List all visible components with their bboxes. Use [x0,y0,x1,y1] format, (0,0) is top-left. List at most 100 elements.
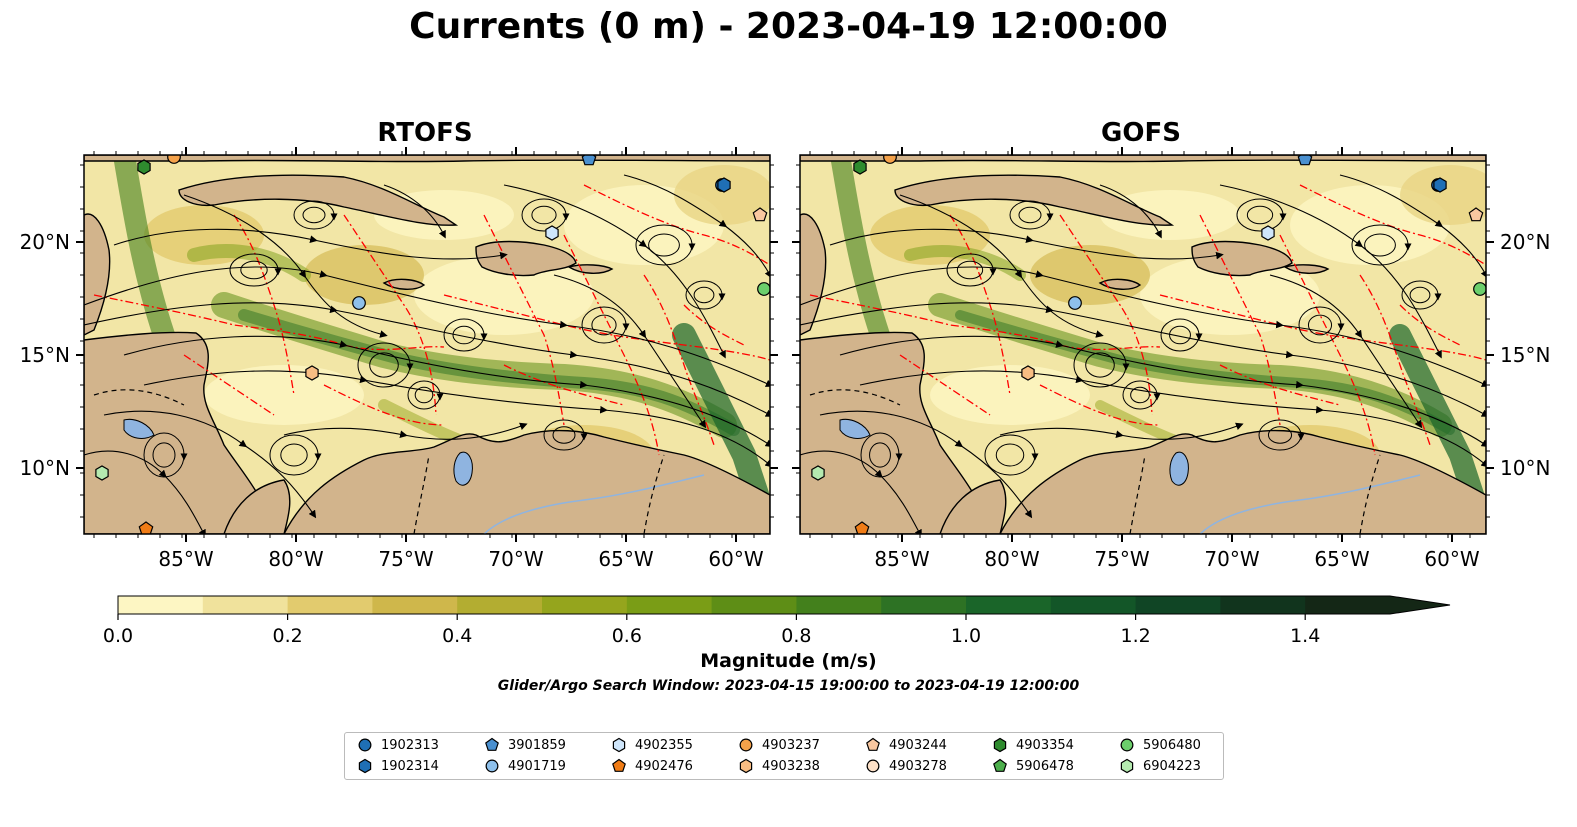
panel-title-gofs: GOFS [1101,118,1181,148]
float-marker-6904223 [811,465,825,481]
streamline [829,228,1224,260]
streamline [1219,184,1442,359]
legend-marker [993,758,1007,772]
lake [123,418,155,439]
hexagon-marker-icon [612,737,626,753]
colorbar-segment [287,596,373,614]
magnitude-patch [204,365,364,425]
panel-title-rtofs: RTOFS [377,118,473,148]
circle-marker-icon [866,759,880,773]
pentagon-marker-icon [612,758,626,772]
legend-label: 4903237 [762,737,820,753]
lake [1169,451,1189,486]
float-marker-4903244 [752,207,768,222]
colorbar-tick-label: 1.0 [951,625,981,647]
hexagon-marker-icon [739,758,753,774]
float-marker-3901859 [581,155,597,166]
lon-tick-label: 65°W [598,547,653,571]
lon-tick-label: 75°W [378,547,433,571]
streamline [899,194,1104,338]
lon-tick-label: 80°W [984,547,1039,571]
lon-tick-label: 85°W [158,547,213,571]
legend-label: 1902314 [381,758,439,774]
legend-item: 4903238 [738,757,820,775]
legend-label: 5906478 [1016,758,1074,774]
streamline [623,174,770,279]
river [1199,474,1421,534]
streamline [103,410,317,519]
magnitude-patch [674,165,770,225]
eddy-streamline [869,442,891,468]
float-marker-5906480 [1473,282,1486,296]
figure-title: Currents (0 m) - 2023-04-19 12:00:00 [409,6,1168,47]
lat-tick-label: 20°N [1500,230,1550,254]
lon-tick-label: 85°W [874,547,929,571]
circle-marker-icon [739,738,753,752]
eez-boundary [899,354,991,416]
float-marker-4903237 [167,155,181,164]
float-marker-4903354 [137,159,151,175]
circle-marker-icon [358,738,372,752]
river [483,474,705,534]
streamline [283,422,528,440]
legend-label: 3901859 [508,737,566,753]
colorbar-segment [1135,596,1221,614]
colorbar-tick-label: 1.4 [1290,625,1320,647]
legend-marker [866,737,880,751]
streamline [999,422,1244,440]
legend-marker [1120,738,1134,752]
colorbar-segment [457,596,543,614]
eddy-streamline [152,442,176,468]
legend-item: 4901719 [484,757,566,775]
lon-tick-label: 80°W [268,547,323,571]
float-legend: 1902313 1902314 3901859 4901719 4902355 49024… [344,732,1224,780]
map-frame-rtofs [83,154,771,535]
float-marker-1902314 [717,177,731,193]
legend-label: 4903278 [889,758,947,774]
land [84,155,770,163]
legend-label: 4902476 [635,758,693,774]
colorbar-tick-label: 0.0 [103,625,133,647]
lat-tick-label: 10°N [20,456,70,480]
magnitude-patch [1030,245,1150,305]
eddy-streamline [531,205,557,225]
pentagon-marker-icon [485,737,499,751]
colorbar-segment [118,596,204,614]
lon-tick-label: 60°W [1424,547,1479,571]
legend-label: 4903354 [1016,737,1074,753]
pentagon-marker-icon [993,758,1007,772]
hexagon-marker-icon [1120,758,1134,774]
float-marker-4903354 [853,159,867,175]
lake [453,451,473,486]
colorbar-segment [626,596,713,614]
float-marker-4902355 [1261,225,1275,241]
streamline [800,450,922,534]
magnitude-patch [1100,190,1240,240]
legend-marker [612,737,626,753]
float-marker-4903238 [305,365,319,381]
legend-item: 5906480 [1119,736,1201,754]
legend-marker [485,759,499,773]
colorbar-segment [202,596,289,614]
legend-item: 1902313 [357,736,439,754]
colorbar-segment [966,596,1052,614]
lat-tick-label: 20°N [20,230,70,254]
eddy-streamline [302,206,326,224]
float-marker-5906480 [757,282,770,296]
magnitude-patch [930,365,1090,425]
legend-marker [739,738,753,752]
streamline [503,184,726,359]
legend-label: 5906480 [1143,737,1201,753]
lake [839,418,871,439]
legend-marker [1120,758,1134,774]
colorbar-tick-label: 0.8 [781,625,811,647]
map-panel-rtofs [84,155,770,534]
hexagon-marker-icon [993,737,1007,753]
eddy-streamline [956,260,984,280]
streamline [113,228,508,260]
legend-marker [866,759,880,773]
eez-boundary [949,214,1011,396]
legend-label: 4903244 [889,737,947,753]
lon-tick-label: 75°W [1094,547,1149,571]
colorbar-segment [711,596,797,614]
